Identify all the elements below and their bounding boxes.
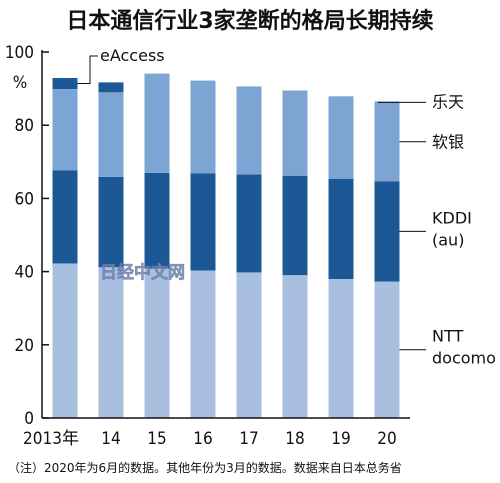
bar-segment <box>328 96 354 179</box>
y-unit-label: % <box>13 73 28 93</box>
bar-segment <box>52 89 78 171</box>
bar-segment <box>374 281 400 418</box>
bar-segment <box>328 178 354 279</box>
legend-label: 软银 <box>432 133 464 152</box>
bar-segment <box>52 170 78 264</box>
bars-layer <box>52 73 400 418</box>
legend-layer: NTT docomo KDDI (au) 软银 乐天 eAccess <box>77 46 496 368</box>
bar-segment <box>98 176 124 268</box>
y-tick-label: 20 <box>15 336 34 356</box>
bar-segment <box>374 102 400 182</box>
y-tick-label: 40 <box>15 263 34 283</box>
y-tick-label: 0 <box>24 409 34 429</box>
x-tick-label: 14 <box>101 429 120 449</box>
bar-segment <box>374 181 400 282</box>
bar-segment <box>374 101 400 103</box>
y-ticks-layer: 0 20 40 60 80 100 <box>5 43 49 429</box>
x-tick-label: 2013年 <box>23 429 79 449</box>
bar-segment <box>144 73 170 173</box>
bar-segment <box>236 174 262 273</box>
bar-segment <box>236 272 262 418</box>
bar-segment <box>190 270 216 418</box>
y-tick-label: 100 <box>5 43 34 63</box>
x-ticks-layer: 2013年 14 15 16 17 18 19 20 <box>23 429 397 449</box>
legend-label: docomo <box>432 349 496 368</box>
bar-segment <box>236 86 262 175</box>
bar-segment <box>98 92 124 177</box>
x-tick-label: 19 <box>331 429 350 449</box>
legend-label: NTT <box>432 327 463 346</box>
bar-segment <box>144 172 170 269</box>
legend-label: 乐天 <box>432 92 464 111</box>
bar-segment <box>190 80 216 174</box>
legend-label: KDDI <box>432 208 472 227</box>
bar-segment <box>282 275 308 418</box>
chart-title: 日本通信行业3家垄断的格局长期持续 <box>66 8 433 34</box>
x-tick-label: 15 <box>147 429 166 449</box>
y-tick-label: 80 <box>15 116 34 136</box>
x-tick-label: 17 <box>239 429 258 449</box>
bar-segment <box>98 82 124 93</box>
footnote-text: （注）2020年为6月的数据。其他年份为3月的数据。数据来自日本总务省 <box>8 460 402 475</box>
bar-segment <box>98 267 124 418</box>
legend-label: eAccess <box>100 46 165 65</box>
x-tick-label: 18 <box>285 429 304 449</box>
x-tick-label: 16 <box>193 429 212 449</box>
watermark-text: 日经中文网 <box>100 262 185 283</box>
y-tick-label: 60 <box>15 189 34 209</box>
bar-segment <box>190 173 216 271</box>
bar-segment <box>52 78 78 89</box>
legend-label: (au) <box>432 230 464 249</box>
legend-leader-line <box>77 55 98 84</box>
x-tick-label: 20 <box>377 429 396 449</box>
bar-segment <box>52 263 78 418</box>
bar-segment <box>328 278 354 418</box>
bar-segment <box>282 175 308 276</box>
bar-segment <box>144 268 170 418</box>
bar-segment <box>282 90 308 176</box>
